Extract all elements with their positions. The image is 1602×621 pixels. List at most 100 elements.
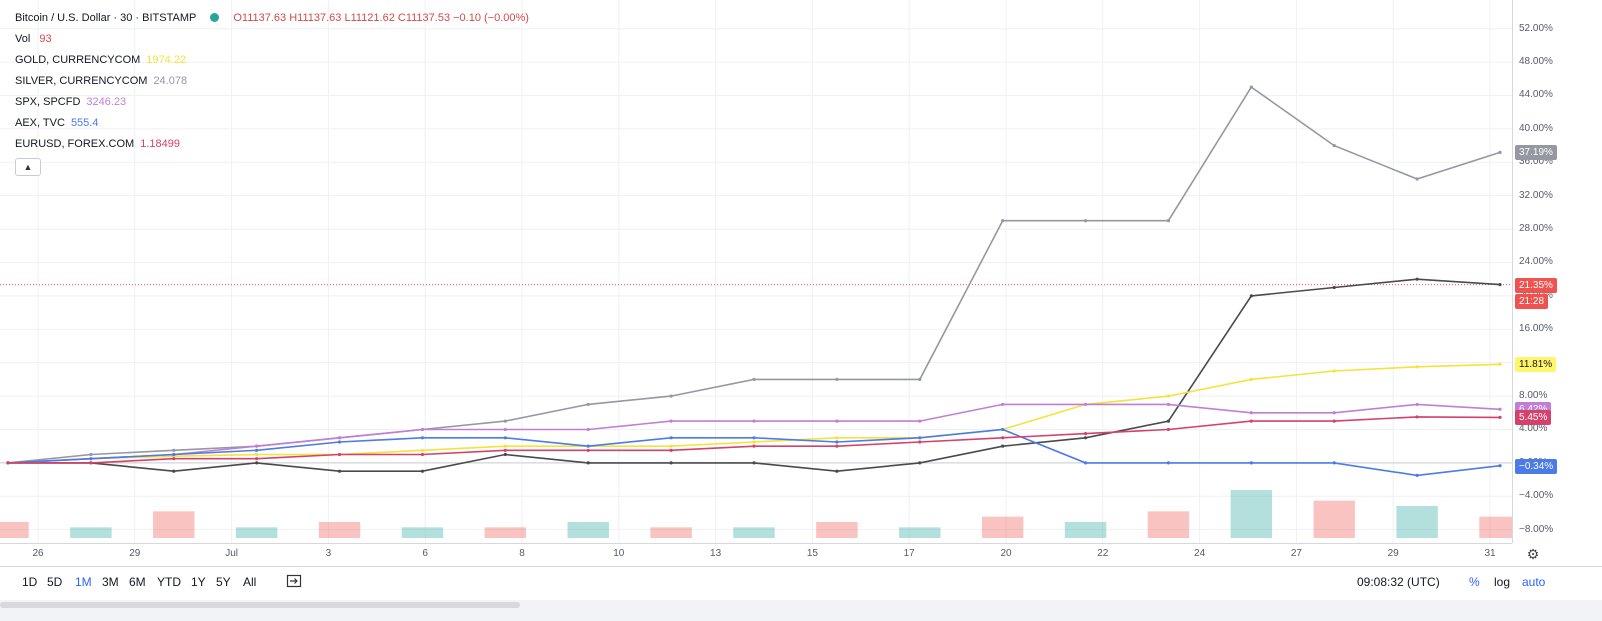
- log-scale-toggle[interactable]: log: [1494, 575, 1511, 589]
- series-point: [420, 436, 425, 440]
- bottom-toolbar: 1D 5D 1M 3M 6M YTD 1Y 5Y All 09:08:32 (UTC) % lo…: [0, 566, 1602, 600]
- series-point: [1498, 283, 1502, 287]
- volume-bar: [401, 527, 444, 538]
- series-point: [835, 436, 839, 440]
- series-point: [420, 448, 425, 452]
- utc-clock[interactable]: 09:08:32 (UTC): [1357, 575, 1440, 589]
- series-point: [1332, 143, 1336, 148]
- series-point: [752, 436, 756, 440]
- price-scale[interactable]: 52.00% 48.00% 44.00% 40.00% 36.00% 32.00% 28.0…: [1512, 0, 1571, 543]
- series-point: [1083, 461, 1088, 465]
- series-point: [1249, 419, 1253, 423]
- series-point: [586, 461, 590, 465]
- gear-icon[interactable]: ⚙: [1526, 546, 1540, 562]
- legend-item[interactable]: SPX, SPCFD 3246.23: [15, 92, 529, 113]
- range-button[interactable]: 5D: [47, 575, 63, 589]
- volume-bar: [1230, 490, 1273, 538]
- legend-item[interactable]: EURUSD, FOREX.COM 1.18499: [15, 134, 529, 155]
- price-scale-label: 24.00%: [1519, 256, 1553, 268]
- series-point: [918, 436, 922, 440]
- price-scale-label: 4.00%: [1519, 423, 1548, 435]
- series-point: [1332, 461, 1336, 465]
- price-badge: 5.45%: [1515, 410, 1552, 426]
- range-button[interactable]: 6M: [129, 575, 146, 589]
- series-point: [255, 444, 259, 448]
- horizontal-scrollbar[interactable]: [0, 600, 1602, 621]
- series-point: [337, 469, 342, 473]
- series-point: [420, 427, 425, 432]
- market-status-icon: [210, 13, 220, 22]
- chevron-up-icon: ▲: [23, 162, 33, 172]
- series-point: [337, 440, 342, 444]
- series-point: [1249, 85, 1253, 89]
- legend-main-row: Bitcoin / U.S. Dollar · 30 · BITSTAMP O11…: [15, 8, 529, 29]
- range-button[interactable]: 1Y: [191, 575, 206, 589]
- main-symbol-title[interactable]: Bitcoin / U.S. Dollar · 30 · BITSTAMP: [15, 12, 197, 24]
- volume-bar: [816, 522, 858, 538]
- series-point: [172, 452, 176, 457]
- series-point: [1083, 436, 1088, 440]
- series-point: [1415, 415, 1419, 419]
- legend-volume-row[interactable]: Vol 93: [15, 29, 529, 50]
- volume-bar: [1064, 522, 1107, 538]
- series-point: [1001, 444, 1005, 448]
- time-tick-label: 17: [903, 548, 915, 559]
- collapse-legend-button[interactable]: ▲: [15, 158, 41, 176]
- time-tick-label: 15: [806, 548, 818, 559]
- chart-area[interactable]: [0, 0, 1512, 543]
- price-badge: 37.19%: [1515, 145, 1557, 161]
- volume-bar: [484, 527, 527, 538]
- series-point: [835, 440, 839, 444]
- volume-bar: [899, 527, 941, 538]
- range-button[interactable]: 1M: [75, 575, 92, 589]
- series-point: [89, 461, 93, 465]
- volume-value: 93: [39, 33, 52, 45]
- chart-plot[interactable]: [0, 0, 1512, 543]
- auto-scale-toggle[interactable]: auto: [1522, 575, 1546, 589]
- price-scale-label: 32.00%: [1519, 189, 1553, 201]
- time-tick-label: 27: [1290, 548, 1302, 559]
- series-point: [503, 448, 507, 452]
- compare-icon[interactable]: [286, 573, 302, 589]
- series-point: [172, 457, 176, 461]
- legend-item[interactable]: GOLD, CURRENCYCOM 1974.22: [15, 50, 529, 71]
- legend-item-name: EURUSD, FOREX.COM: [15, 138, 135, 150]
- legend-item-value: 555.4: [70, 117, 99, 129]
- time-tick-label: 20: [1000, 548, 1012, 559]
- time-axis[interactable]: 26 29 Jul 3 6 8 10 13 15 17 20 22 24 27 29 31: [0, 543, 1512, 566]
- series-point: [835, 444, 839, 448]
- scrollbar-thumb[interactable]: [0, 602, 520, 608]
- series-point: [835, 469, 839, 473]
- range-button[interactable]: 3M: [102, 575, 119, 589]
- range-button[interactable]: 5Y: [216, 575, 231, 589]
- series-point: [1415, 473, 1419, 477]
- legend-item-name: AEX, TVC: [15, 117, 65, 129]
- series-point: [918, 419, 922, 423]
- series-point: [669, 394, 673, 398]
- series-point: [918, 461, 922, 465]
- series-point: [1498, 407, 1502, 411]
- series-point: [1166, 394, 1171, 398]
- legend-item[interactable]: SILVER, CURRENCYCOM 24.078: [15, 71, 529, 92]
- time-tick-label: 26: [32, 548, 44, 559]
- series-point: [1498, 464, 1502, 468]
- series-point: [1249, 294, 1253, 298]
- time-tick-label: 13: [710, 548, 722, 559]
- series-point: [1166, 427, 1171, 432]
- range-button[interactable]: All: [243, 575, 257, 589]
- price-badge: 11.81%: [1515, 357, 1557, 373]
- range-button[interactable]: YTD: [157, 575, 181, 589]
- series-point: [255, 461, 259, 465]
- price-scale-label: 48.00%: [1519, 56, 1553, 68]
- legend-item[interactable]: AEX, TVC 555.4: [15, 113, 529, 134]
- series-point: [503, 436, 507, 440]
- series-point: [172, 469, 176, 473]
- series-point: [1498, 362, 1502, 366]
- volume-bar: [70, 527, 112, 538]
- percent-scale-toggle[interactable]: %: [1469, 575, 1480, 589]
- series-point: [503, 427, 507, 432]
- legend-item-value: 1.18499: [140, 138, 180, 150]
- series-point: [1166, 219, 1171, 223]
- series-point: [1001, 436, 1005, 440]
- range-button[interactable]: 1D: [22, 575, 38, 589]
